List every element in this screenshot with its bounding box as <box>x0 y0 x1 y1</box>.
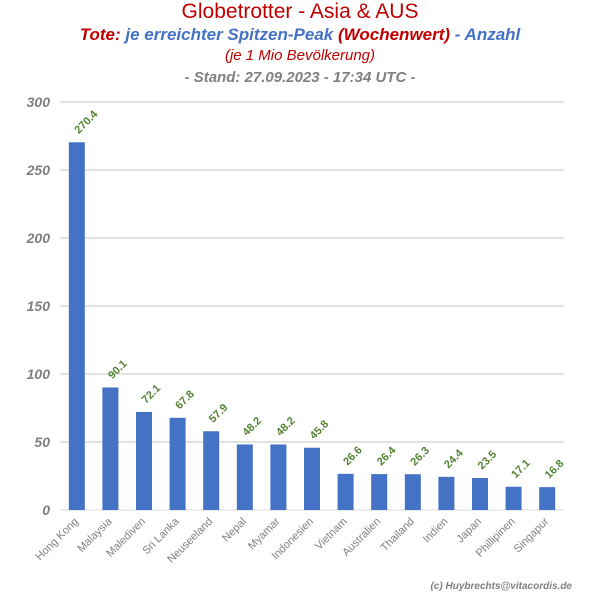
subtitle-part-4: - Anzahl <box>454 25 521 44</box>
data-label: 72.1 <box>140 382 164 406</box>
x-tick-label: Singapur <box>512 515 552 555</box>
data-label: 90.1 <box>106 358 130 382</box>
data-label: 26.6 <box>341 444 365 468</box>
chart-note-population: (je 1 Mio Bevölkerung) <box>224 47 376 64</box>
y-tick-label: 150 <box>27 298 51 314</box>
y-tick-label: 250 <box>26 162 51 178</box>
y-tick-label: 0 <box>42 502 50 518</box>
x-tick-label: Hong Kong <box>34 516 81 563</box>
data-label: 24.4 <box>442 447 466 471</box>
y-tick-label: 200 <box>26 230 51 246</box>
bar <box>270 444 287 510</box>
data-label: 45.8 <box>308 418 332 442</box>
subtitle-part-3: (Wochenwert) <box>337 25 451 44</box>
subtitle-part-2: je erreichter Spitzen-Peak <box>125 25 334 44</box>
data-label: 26.4 <box>375 444 399 468</box>
bar <box>472 478 488 510</box>
copyright-credit: (c) Huybrechts@vitacordis.de <box>430 581 572 592</box>
data-label: 16.8 <box>543 458 567 482</box>
y-tick-label: 100 <box>27 366 51 382</box>
bar <box>404 474 421 510</box>
chart-subtitle: Tote: je erreichter Spitzen-Peak (Wochen… <box>0 24 600 46</box>
bar <box>236 444 253 510</box>
data-label: 270.4 <box>72 108 101 137</box>
bar <box>337 473 354 510</box>
x-tick-label: Thailand <box>379 516 417 554</box>
x-tick-label: Nepal <box>220 516 249 545</box>
bar <box>203 431 220 510</box>
y-tick-label: 50 <box>34 434 50 450</box>
bar <box>68 142 85 511</box>
bar <box>539 487 556 510</box>
chart-title: Globetrotter - Asia & AUS <box>181 0 419 23</box>
y-tick-label: 300 <box>27 94 51 110</box>
data-label: 48.2 <box>240 415 264 439</box>
data-label: 23.5 <box>476 449 500 473</box>
data-label: 67.8 <box>173 388 197 412</box>
x-tick-label: Indien <box>421 516 451 546</box>
bar <box>169 417 186 510</box>
data-label: 26.3 <box>408 445 432 469</box>
data-label: 17.1 <box>509 457 533 481</box>
bar <box>102 387 119 510</box>
bar <box>136 411 152 510</box>
x-tick-label: Japan <box>454 516 484 546</box>
bar <box>505 486 522 510</box>
chart-timestamp: - Stand: 27.09.2023 - 17:34 UTC - <box>184 69 416 86</box>
data-label: 57.9 <box>207 402 231 426</box>
bar <box>438 476 455 510</box>
data-label: 48.2 <box>274 415 298 439</box>
bar <box>304 447 320 510</box>
bar <box>371 474 388 510</box>
subtitle-part-1: Tote: <box>79 25 121 44</box>
